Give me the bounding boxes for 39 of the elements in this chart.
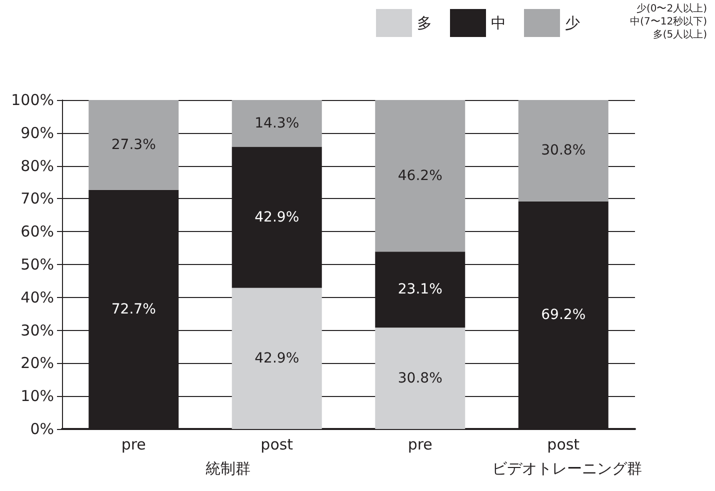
bar (232, 288, 322, 429)
text: 多(5人以上) (652, 28, 708, 40)
data-label: 42.9% (254, 350, 300, 366)
data-label: 14.3% (254, 115, 300, 132)
y-tick-label: 90% (20, 124, 54, 142)
legend-label: 中 (491, 14, 506, 32)
y-tick-label: 70% (20, 190, 54, 208)
data-label: 72.7% (111, 301, 156, 318)
data-label: 30.8% (398, 370, 442, 386)
y-tick-label: 80% (20, 156, 54, 175)
data-label: 46.2% (398, 168, 442, 184)
x-tick-label: pre (121, 436, 146, 454)
data-label: 30.8% (541, 142, 586, 159)
text: ビデオトレーニング群 (492, 460, 642, 478)
x-tick-label: pre (408, 436, 432, 454)
y-tick-label: 0% (30, 420, 54, 438)
legend-label: 少 (565, 14, 580, 32)
y-tick-label: 60% (20, 222, 54, 241)
y-tick-label: 50% (20, 256, 54, 274)
text: 少(0〜2人以上) (636, 2, 708, 14)
text: 中(7〜12秒以下) (630, 16, 708, 28)
y-tick-label: 100% (11, 91, 54, 109)
legend-label: 多 (417, 14, 432, 32)
data-label: 42.9% (254, 209, 300, 226)
bar (232, 100, 322, 147)
data-label: 69.2% (541, 307, 586, 324)
y-tick-label: 20% (20, 354, 54, 372)
y-tick-label: 10% (20, 387, 54, 406)
bar (375, 100, 466, 252)
bar (375, 328, 466, 429)
bar (518, 100, 608, 202)
y-tick-label: 40% (20, 288, 54, 306)
data-label: 27.3% (111, 136, 156, 153)
x-tick-label: post (260, 436, 294, 454)
x-tick-label: post (547, 436, 580, 454)
y-tick-label: 30% (20, 321, 54, 340)
text: 統制群 (205, 460, 250, 478)
data-label: 23.1% (398, 282, 442, 298)
bar (88, 100, 179, 190)
